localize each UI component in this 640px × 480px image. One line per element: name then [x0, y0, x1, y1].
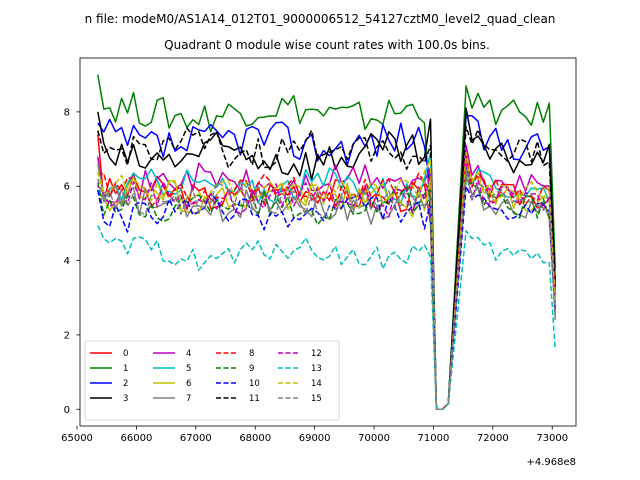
legend-label-8: 8 [249, 349, 254, 359]
plot-area-frame [79, 57, 577, 427]
y-tick-label: 2 [64, 330, 70, 341]
series-line-1 [97, 74, 556, 411]
x-tick-label: 72000 [477, 433, 509, 444]
legend-label-5: 5 [186, 364, 191, 374]
x-tick-label: 67000 [180, 433, 212, 444]
legend-label-12: 12 [311, 349, 322, 359]
legend-label-10: 10 [249, 379, 260, 389]
series-line-13 [97, 224, 556, 411]
x-tick-label: 73000 [536, 433, 568, 444]
legend-label-14: 14 [311, 379, 322, 389]
x-tick-label: 68000 [239, 433, 271, 444]
y-tick-label: 8 [64, 107, 70, 118]
chart-title: Quadrant 0 module wise count rates with … [164, 38, 490, 52]
series-line-9 [97, 178, 556, 411]
series-line-14 [97, 152, 556, 411]
series-line-11 [97, 126, 556, 411]
series-line-7 [97, 163, 556, 411]
y-tick-label: 4 [64, 256, 70, 267]
legend-label-11: 11 [249, 394, 260, 404]
legend-label-1: 1 [123, 364, 128, 374]
x-axis-offset-label: +4.968e8 [526, 457, 576, 468]
series-line-5 [97, 152, 556, 411]
x-tick-label: 65000 [61, 433, 93, 444]
y-tick-label: 0 [64, 405, 70, 416]
series-line-8 [97, 152, 556, 411]
legend-frame [84, 340, 340, 421]
legend-label-6: 6 [186, 379, 191, 389]
series-line-15 [97, 170, 556, 411]
series-line-3 [97, 107, 556, 411]
x-tick-label: 71000 [418, 433, 450, 444]
legend-label-4: 4 [186, 349, 191, 359]
legend-label-13: 13 [311, 364, 322, 374]
legend-label-7: 7 [186, 394, 191, 404]
x-tick-label: 66000 [121, 433, 153, 444]
y-axis: 0 2 4 6 8 [64, 107, 80, 416]
x-tick-label: 70000 [358, 433, 390, 444]
legend-label-15: 15 [311, 394, 322, 404]
legend-label-2: 2 [123, 379, 128, 389]
x-axis: 65000 66000 67000 68000 69000 70000 71000 72000… [61, 426, 568, 444]
y-tick-label: 6 [64, 182, 70, 193]
legend-label-3: 3 [123, 394, 128, 404]
x-tick-label: 69000 [299, 433, 331, 444]
legend-label-0: 0 [123, 349, 128, 359]
legend-label-9: 9 [249, 364, 254, 374]
figure-suptitle: n file: modeM0/AS1A14_012T01_9000006512_… [85, 12, 556, 26]
series-layer [97, 74, 556, 411]
series-line-4 [97, 144, 556, 411]
